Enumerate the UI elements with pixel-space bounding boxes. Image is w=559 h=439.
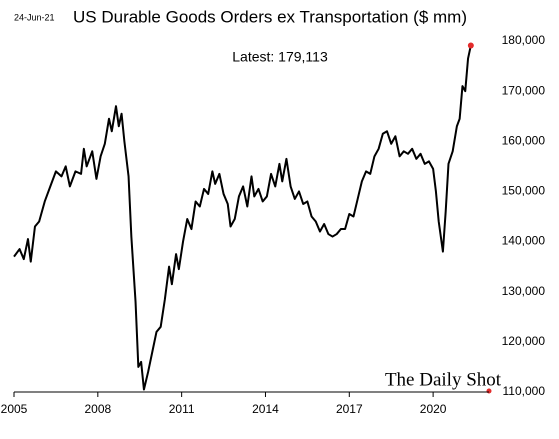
x-tick-label: 2014 <box>252 402 279 416</box>
x-tick-label: 2017 <box>336 402 363 416</box>
x-tick-label: 2011 <box>169 402 195 416</box>
y-tick-label: 160,000 <box>502 133 546 147</box>
y-tick-label: 110,000 <box>503 384 546 398</box>
y-tick-label: 170,000 <box>502 83 546 97</box>
chart-title: US Durable Goods Orders ex Transportatio… <box>73 7 467 26</box>
x-tick-label: 2005 <box>1 402 28 416</box>
y-tick-label: 140,000 <box>502 234 546 248</box>
annotation: Latest: 179,113 <box>232 49 328 65</box>
y-tick-label: 150,000 <box>502 184 546 198</box>
x-tick-label: 2020 <box>420 402 447 416</box>
decor-dot <box>486 388 492 394</box>
x-tick-label: 2008 <box>84 402 111 416</box>
line <box>13 45 472 391</box>
date: 24-Jun-21 <box>14 12 55 22</box>
y-tick-label: 120,000 <box>502 334 546 348</box>
y-tick-label: 180,000 <box>502 33 546 47</box>
y-tick-label: 130,000 <box>502 284 546 298</box>
source: The Daily Shot <box>385 369 502 390</box>
latest-point <box>467 42 474 49</box>
